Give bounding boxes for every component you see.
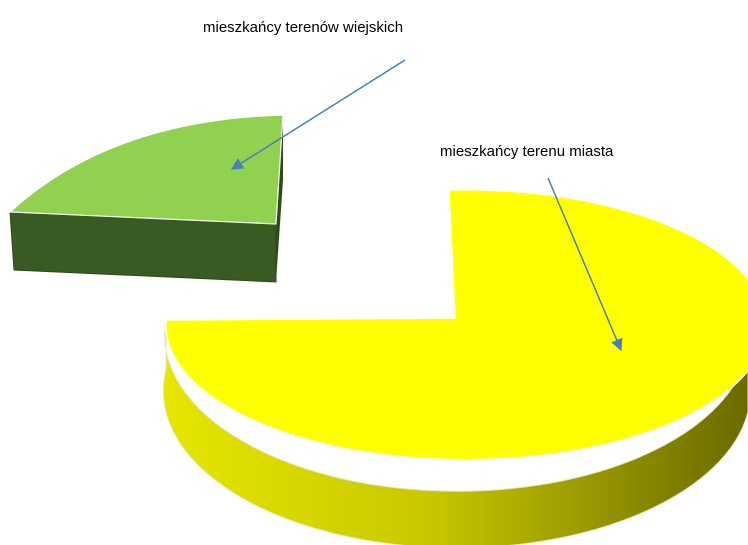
pie-slice-rural-top	[8, 114, 284, 225]
slice-label-urban: mieszkańcy terenu miasta	[440, 143, 614, 160]
leader-line-urban	[547, 177, 623, 352]
leader-line-rural	[230, 59, 406, 170]
pie-slice-urban-side	[162, 319, 748, 545]
pie-slice-urban-top	[165, 189, 748, 461]
pie-slice-rural-right-side	[276, 115, 283, 282]
pie-slice-urban	[162, 189, 748, 545]
pie-slice-rural	[8, 114, 284, 283]
slice-label-rural: mieszkańcy terenów wiejskich	[203, 19, 403, 36]
